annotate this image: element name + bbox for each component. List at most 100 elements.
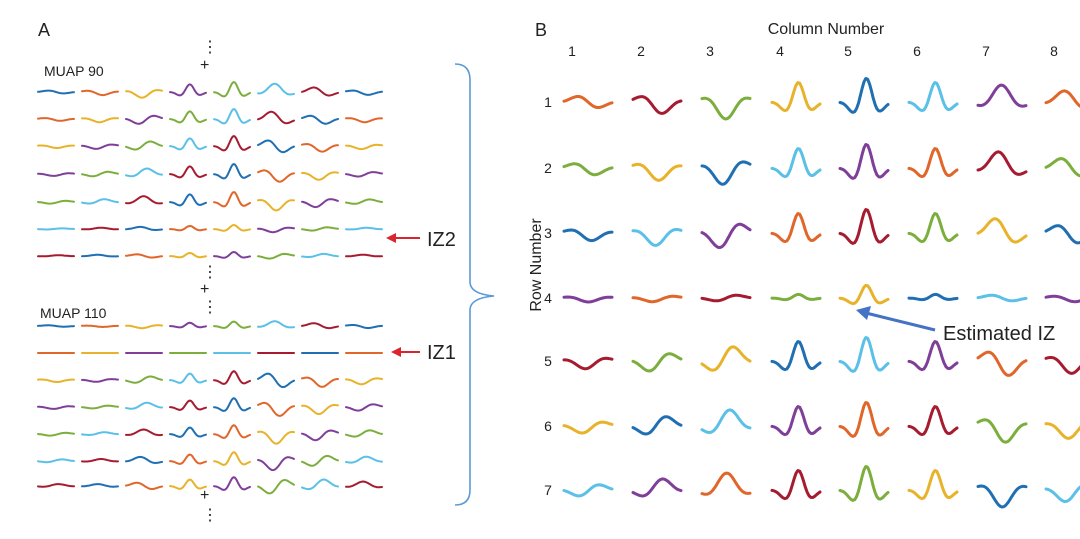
row-tick-label: 4 bbox=[544, 290, 552, 306]
muap-trace bbox=[213, 370, 251, 385]
muap-trace bbox=[345, 89, 383, 96]
grid-trace bbox=[1044, 422, 1080, 440]
grid-trace bbox=[770, 212, 822, 244]
muap-trace bbox=[81, 117, 119, 124]
muap-trace bbox=[213, 191, 251, 208]
muap-trace bbox=[125, 375, 163, 384]
muap-trace bbox=[125, 225, 163, 231]
grid-trace bbox=[907, 340, 959, 372]
muap-trace bbox=[345, 143, 383, 151]
row-tick-labels: 1 2 3 4 5 6 7 bbox=[544, 94, 552, 498]
ellipsis-middle-lower: ⋮ bbox=[202, 299, 218, 316]
muap-trace bbox=[37, 199, 75, 205]
muap-trace bbox=[257, 110, 295, 125]
grid-trace bbox=[1044, 224, 1080, 245]
grid-trace bbox=[1044, 485, 1080, 503]
muap-trace bbox=[257, 479, 295, 495]
grid-trace bbox=[1044, 157, 1080, 178]
muap-trace bbox=[125, 140, 163, 151]
muap-trace bbox=[125, 324, 163, 330]
muap-trace bbox=[257, 199, 295, 212]
grid-trace bbox=[838, 283, 890, 306]
muap-trace bbox=[213, 224, 251, 232]
grid-trace bbox=[907, 469, 959, 501]
row-tick-label: 5 bbox=[544, 353, 552, 369]
muap-trace bbox=[125, 114, 163, 125]
grid-trace bbox=[907, 147, 959, 179]
grid-trace bbox=[838, 465, 890, 502]
muap-trace bbox=[301, 226, 339, 232]
muap-traces bbox=[37, 81, 383, 495]
muap-trace bbox=[125, 455, 163, 464]
column-tick-label: 1 bbox=[568, 43, 576, 59]
ellipsis-middle-upper: ⋮ bbox=[202, 264, 218, 281]
muap-trace bbox=[213, 81, 251, 98]
grid-trace bbox=[976, 484, 1028, 509]
muap-trace bbox=[301, 376, 339, 388]
muap-trace bbox=[81, 378, 119, 383]
grid-trace bbox=[907, 212, 959, 244]
grid-trace bbox=[770, 292, 822, 302]
column-tick-label: 8 bbox=[1050, 43, 1058, 59]
grid-trace bbox=[700, 96, 752, 121]
muap-trace bbox=[37, 117, 75, 122]
iz2-arrow bbox=[386, 233, 420, 243]
column-tick-label: 4 bbox=[776, 43, 784, 59]
muap-trace bbox=[213, 108, 251, 125]
muap-trace bbox=[37, 254, 75, 258]
muap-trace bbox=[301, 404, 339, 415]
grid-trace bbox=[631, 162, 683, 182]
grid-trace bbox=[700, 345, 752, 372]
muap-trace bbox=[169, 225, 207, 232]
grid-trace bbox=[976, 418, 1028, 444]
muap-trace bbox=[345, 198, 383, 205]
row-axis-title: Row Number bbox=[528, 218, 545, 312]
grid-trace bbox=[631, 228, 683, 247]
muap-trace bbox=[257, 320, 295, 329]
muap-trace bbox=[169, 426, 207, 438]
muap-trace bbox=[37, 144, 75, 149]
grid-trace bbox=[838, 336, 890, 373]
grid-trace bbox=[838, 401, 890, 438]
grid-trace bbox=[770, 469, 822, 501]
muap-trace bbox=[213, 251, 251, 259]
muap-trace bbox=[37, 172, 75, 177]
grid-trace bbox=[631, 294, 683, 304]
column-tick-label: 7 bbox=[982, 43, 990, 59]
grid-trace bbox=[838, 77, 890, 114]
muap-trace bbox=[213, 163, 251, 180]
muap-trace bbox=[345, 171, 383, 178]
muap-trace bbox=[37, 483, 75, 488]
grid-trace bbox=[976, 83, 1028, 108]
muap-trace bbox=[213, 135, 251, 152]
row-tick-label: 7 bbox=[544, 482, 552, 498]
grid-trace bbox=[631, 95, 683, 115]
muap-trace bbox=[169, 399, 207, 411]
bracket bbox=[454, 63, 495, 506]
column-tick-label: 2 bbox=[637, 43, 645, 59]
grid-trace bbox=[700, 222, 752, 249]
muap-trace bbox=[301, 143, 339, 153]
grid-trace bbox=[976, 150, 1028, 176]
muap-trace bbox=[81, 483, 119, 488]
muap-trace bbox=[169, 453, 207, 465]
muap-trace bbox=[37, 89, 75, 95]
muap-trace bbox=[169, 372, 207, 384]
plus-top: + bbox=[200, 57, 209, 74]
muap-trace bbox=[169, 110, 207, 124]
muap-trace bbox=[345, 377, 383, 386]
column-tick-label: 3 bbox=[706, 43, 714, 59]
grid-trace bbox=[907, 292, 959, 302]
estimated-iz-label: Estimated IZ bbox=[943, 323, 1055, 345]
muap-trace bbox=[345, 480, 383, 489]
muap-trace bbox=[37, 405, 75, 410]
row-tick-label: 3 bbox=[544, 225, 552, 241]
grid-trace bbox=[631, 415, 683, 436]
grid-trace bbox=[700, 293, 752, 303]
grid-trace bbox=[770, 340, 822, 372]
iz1-arrow bbox=[391, 347, 420, 357]
grid-trace bbox=[562, 228, 614, 243]
ellipsis-bottom: ⋮ bbox=[202, 507, 218, 524]
muap-trace bbox=[37, 431, 75, 437]
